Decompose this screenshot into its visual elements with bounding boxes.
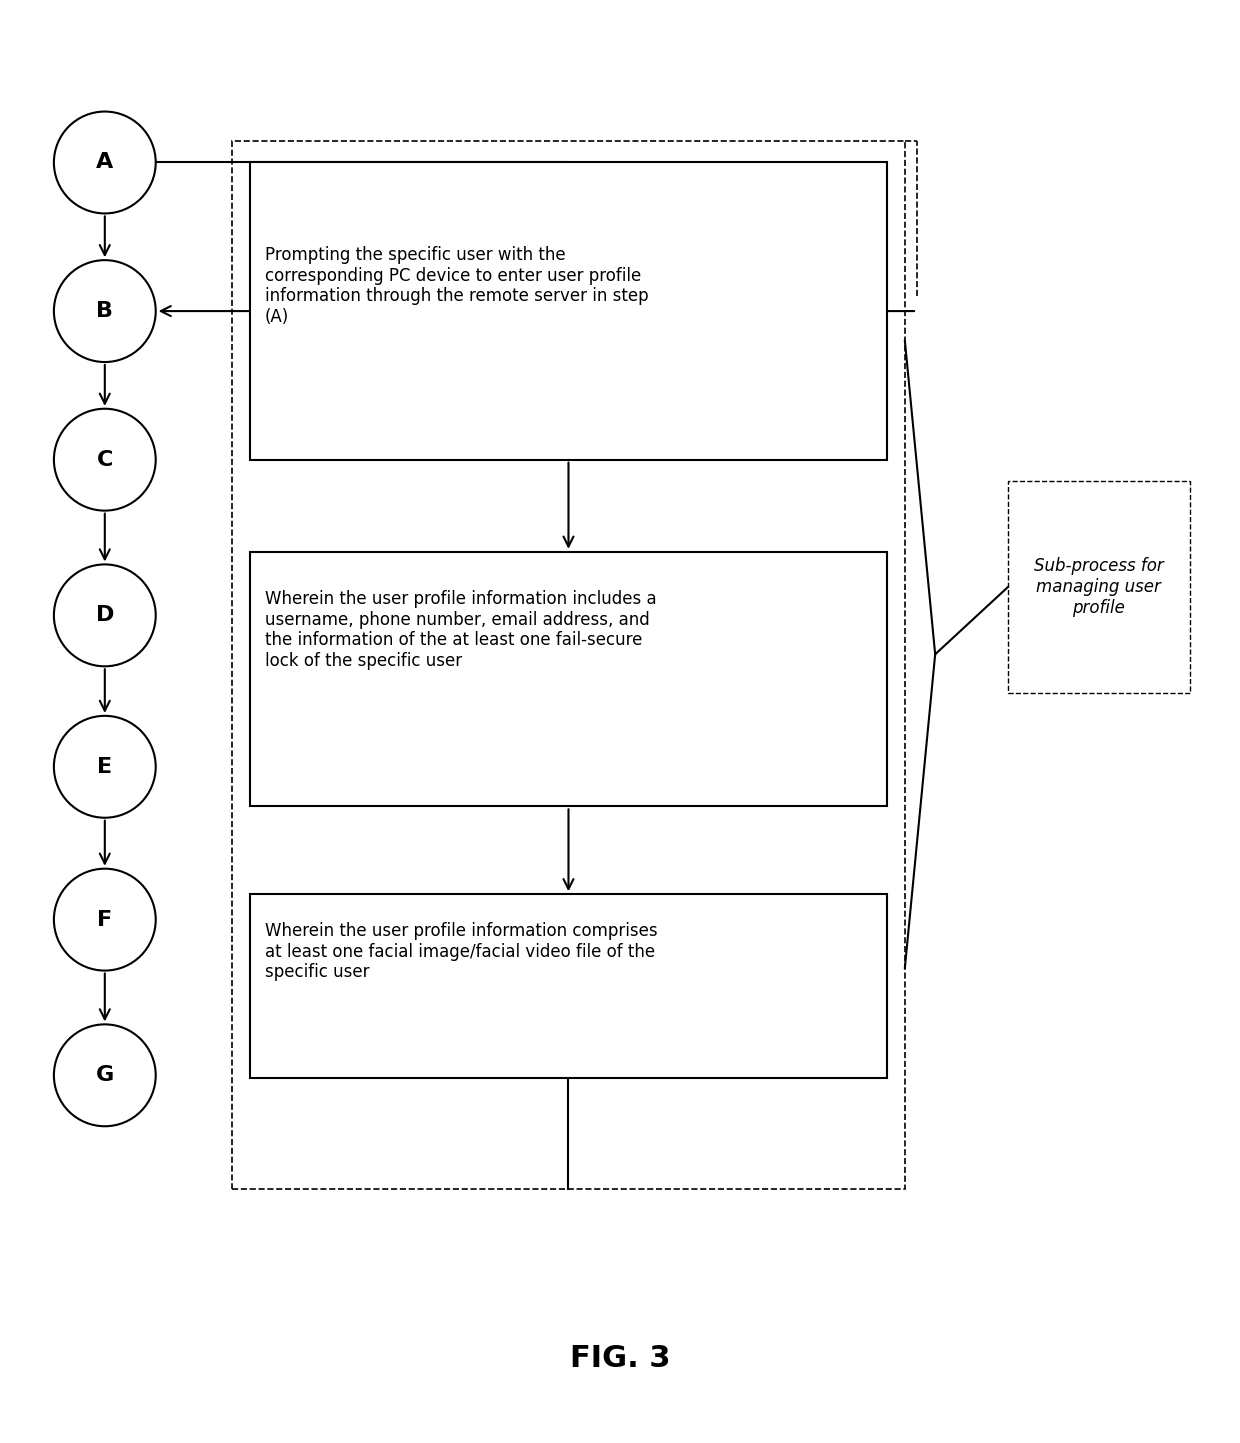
Text: A: A bbox=[97, 153, 113, 173]
Text: B: B bbox=[97, 302, 113, 322]
Text: E: E bbox=[97, 756, 113, 776]
Text: FIG. 3: FIG. 3 bbox=[569, 1343, 671, 1372]
Bar bbox=[232, 141, 905, 1189]
Bar bbox=[1008, 481, 1189, 693]
Text: D: D bbox=[95, 606, 114, 625]
Text: Prompting the specific user with the
corresponding PC device to enter user profi: Prompting the specific user with the cor… bbox=[265, 245, 649, 326]
Bar bbox=[250, 895, 887, 1078]
Text: F: F bbox=[97, 909, 113, 929]
Bar bbox=[250, 163, 887, 460]
Bar bbox=[250, 551, 887, 807]
Text: Wherein the user profile information comprises
at least one facial image/facial : Wherein the user profile information com… bbox=[265, 922, 657, 981]
Text: C: C bbox=[97, 450, 113, 469]
Text: Wherein the user profile information includes a
username, phone number, email ad: Wherein the user profile information inc… bbox=[265, 590, 656, 671]
Text: G: G bbox=[95, 1065, 114, 1085]
Text: Sub-process for
managing user
profile: Sub-process for managing user profile bbox=[1034, 557, 1163, 616]
